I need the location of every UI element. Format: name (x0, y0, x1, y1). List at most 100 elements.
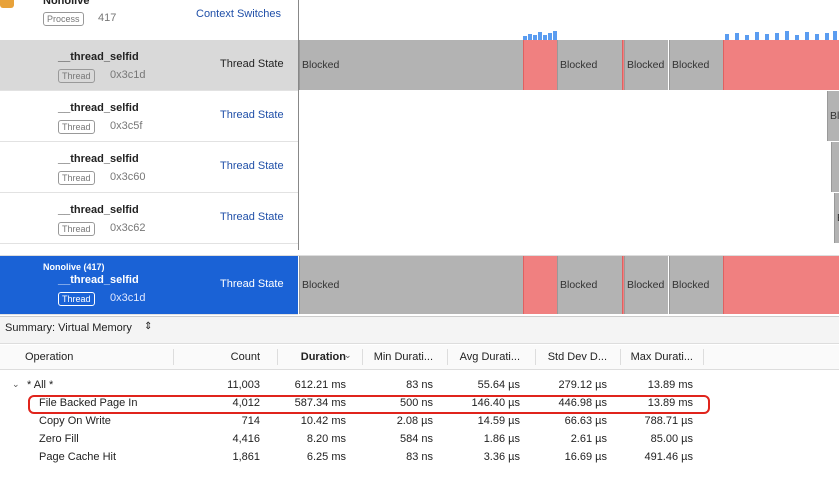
row-bg (0, 142, 298, 193)
track-label[interactable]: Thread State (220, 160, 284, 172)
activity-bar (528, 34, 532, 40)
state-running (523, 256, 557, 314)
cell: 612.21 ms (294, 379, 346, 391)
cell: 4,012 (232, 397, 260, 409)
cell: 1.86 µs (483, 433, 520, 445)
state-blocked: Blocked (299, 40, 523, 90)
activity-bar (523, 36, 527, 40)
divider (298, 0, 299, 250)
activity-bar (805, 32, 809, 40)
track-label[interactable]: Context Switches (196, 8, 281, 20)
thread-id: 0x3c60 (110, 171, 146, 183)
operation[interactable]: Page Cache Hit (39, 451, 117, 463)
state-blocked: Blocked (624, 40, 668, 90)
process-icon (0, 0, 14, 8)
column-header[interactable]: Operation (25, 351, 74, 363)
column-header[interactable]: Duration (300, 351, 346, 363)
state-blocked (831, 142, 839, 192)
thread-badge: Thread (58, 222, 95, 236)
activity-bar (538, 32, 542, 40)
thread-name: __thread_selfid (58, 153, 139, 165)
activity-bar (833, 31, 837, 40)
state-blocked: Blocked (669, 256, 723, 314)
state-blocked: Blocked (624, 256, 668, 314)
activity-bar (815, 34, 819, 40)
cell: 85.00 µs (650, 433, 693, 445)
operation[interactable]: * All * (27, 379, 54, 391)
thread-id: 0x3c1d (110, 69, 146, 81)
thread-name: __thread_selfid (58, 274, 139, 286)
cell: 11,003 (227, 379, 260, 391)
cell: 13.89 ms (647, 397, 693, 409)
state-running (622, 40, 625, 90)
activity-bar (795, 35, 799, 40)
cell: 16.69 µs (564, 451, 607, 463)
thread-badge: Thread (58, 120, 95, 134)
column-separator (620, 349, 621, 365)
thread-id: 0x3c1d (110, 292, 146, 304)
state-running (523, 40, 557, 90)
cell: 4,416 (232, 433, 260, 445)
state-blocked: Blocked (557, 256, 622, 314)
summary-bar (0, 316, 839, 344)
activity-bar (533, 35, 537, 40)
cell: 83 ns (406, 451, 433, 463)
operation[interactable]: Zero Fill (39, 433, 79, 445)
activity-bar (785, 31, 789, 40)
cell: 14.59 µs (477, 415, 520, 427)
process-badge: Process (43, 12, 84, 26)
activity-bar (775, 33, 779, 40)
column-header[interactable]: Min Durati... (373, 351, 433, 363)
process-name: Nonolive (43, 0, 90, 7)
row-bg (0, 193, 298, 244)
thread-name: __thread_selfid (58, 102, 139, 114)
cell: 446.98 µs (558, 397, 607, 409)
column-header[interactable]: Max Durati... (630, 351, 693, 363)
cell: 788.71 µs (644, 415, 693, 427)
summary-selector[interactable]: Summary: Virtual Memory (5, 322, 132, 334)
cell: 146.40 µs (471, 397, 520, 409)
activity-bar (765, 34, 769, 40)
disclosure: ⌄ (12, 379, 20, 389)
column-separator (173, 349, 174, 365)
process-pid: 417 (98, 12, 117, 24)
column-header[interactable]: Avg Durati... (459, 351, 520, 363)
activity-bar (725, 34, 729, 40)
operation[interactable]: Copy On Write (39, 415, 111, 427)
state-blocked: Blocked (834, 193, 839, 243)
column-separator (535, 349, 536, 365)
state-blocked: Blocked (669, 40, 723, 90)
track-label[interactable]: Thread State (220, 109, 284, 121)
thread-id: 0x3c5f (110, 120, 143, 132)
cell: 1,861 (232, 451, 260, 463)
state-blocked: Blocked (827, 91, 839, 141)
thread-badge: Thread (58, 171, 95, 185)
thread-name: __thread_selfid (58, 204, 139, 216)
activity-bar (553, 31, 557, 40)
track-label[interactable]: Thread State (220, 58, 284, 70)
cell: 6.25 ms (306, 451, 346, 463)
thread-badge: Thread (58, 292, 95, 306)
state-running (622, 256, 625, 314)
cell: 3.36 µs (483, 451, 520, 463)
cell: 2.61 µs (570, 433, 607, 445)
cell: 584 ns (399, 433, 433, 445)
cell: 13.89 ms (647, 379, 693, 391)
selected-process: Nonolive (417) (43, 262, 105, 272)
cell: 279.12 µs (558, 379, 607, 391)
state-blocked: Blocked (557, 40, 622, 90)
thread-id: 0x3c62 (110, 222, 146, 234)
activity-bar (745, 35, 749, 40)
track-label[interactable]: Thread State (220, 278, 284, 290)
activity-bar (825, 33, 829, 40)
state-running (723, 256, 839, 314)
track-label[interactable]: Thread State (220, 211, 284, 223)
thread-badge: Thread (58, 69, 95, 83)
column-header[interactable]: Std Dev D... (547, 351, 607, 363)
activity-bar (735, 33, 739, 40)
column-header[interactable]: Count (230, 351, 260, 363)
operation[interactable]: File Backed Page In (39, 397, 138, 409)
cell: 500 ns (399, 397, 433, 409)
cell: 2.08 µs (396, 415, 433, 427)
